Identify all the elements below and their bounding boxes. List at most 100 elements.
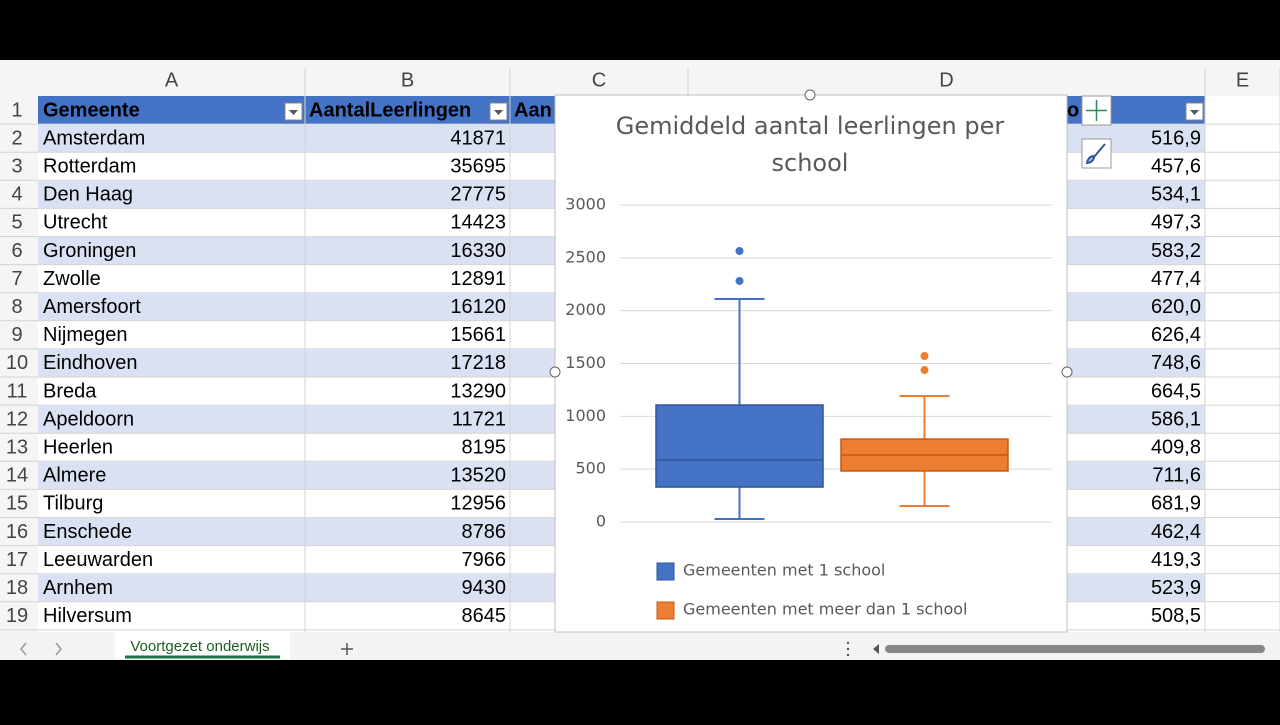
- row-number[interactable]: 7: [11, 268, 22, 290]
- cell-number[interactable]: 14423: [450, 212, 506, 234]
- filter-arrow: [494, 110, 503, 115]
- cell-text[interactable]: Arnhem: [43, 577, 113, 599]
- cell-text[interactable]: Hilversum: [43, 605, 132, 627]
- column-header[interactable]: C: [592, 69, 606, 91]
- row-number[interactable]: 3: [11, 155, 22, 177]
- cell-number[interactable]: 9430: [462, 577, 507, 599]
- column-header[interactable]: B: [401, 69, 414, 91]
- hscroll-thumb[interactable]: [885, 645, 1265, 653]
- cell-number[interactable]: 13520: [450, 465, 506, 487]
- cell-text[interactable]: Heerlen: [43, 436, 113, 458]
- cell-text[interactable]: Rotterdam: [43, 155, 136, 177]
- cell-number[interactable]: 11721: [452, 408, 506, 430]
- cell-number[interactable]: 534,1: [1151, 184, 1201, 206]
- row-number[interactable]: 9: [11, 324, 22, 346]
- cell-text[interactable]: Nijmegen: [43, 324, 127, 346]
- cell-number[interactable]: 17218: [450, 352, 506, 374]
- resize-handle[interactable]: [804, 89, 816, 101]
- resize-handle[interactable]: [1061, 366, 1073, 378]
- cell-number[interactable]: 620,0: [1151, 296, 1201, 318]
- cell-text[interactable]: Breda: [43, 380, 97, 402]
- cell-text[interactable]: Utrecht: [43, 212, 108, 234]
- cell-number[interactable]: 35695: [450, 155, 506, 177]
- cell-number[interactable]: 711,6: [1152, 465, 1201, 487]
- cell-number[interactable]: 12891: [450, 268, 506, 290]
- legend-label: Gemeenten met 1 school: [683, 561, 885, 580]
- cell-number[interactable]: 13290: [450, 380, 506, 402]
- cell-text[interactable]: Amersfoort: [43, 296, 141, 318]
- cell-text[interactable]: Eindhoven: [43, 352, 138, 374]
- column-header[interactable]: D: [939, 69, 953, 91]
- cell-number[interactable]: 8645: [462, 605, 507, 627]
- scroll-left[interactable]: [20, 642, 27, 656]
- cell-text[interactable]: Amsterdam: [43, 127, 145, 149]
- add-sheet[interactable]: [341, 643, 353, 655]
- cell-number[interactable]: 477,4: [1151, 268, 1201, 290]
- cell-number[interactable]: 664,5: [1151, 380, 1201, 402]
- cell-number[interactable]: 462,4: [1151, 521, 1201, 543]
- row-number[interactable]: 13: [6, 436, 28, 458]
- column-header[interactable]: A: [165, 69, 179, 91]
- row-number[interactable]: 14: [6, 465, 28, 487]
- cell-text[interactable]: Tilburg: [43, 493, 103, 515]
- sheet-tab[interactable]: [115, 632, 290, 659]
- cell-number[interactable]: 681,9: [1151, 493, 1201, 515]
- cell-number[interactable]: 586,1: [1151, 408, 1201, 430]
- table-header[interactable]: Gemeente: [43, 99, 140, 121]
- cell-number[interactable]: 15661: [450, 324, 506, 346]
- cell-number[interactable]: 523,9: [1151, 577, 1201, 599]
- row-number[interactable]: 4: [11, 184, 22, 206]
- table-header[interactable]: o: [1067, 99, 1079, 121]
- sheet-tab-label[interactable]: Voortgezet onderwijs: [130, 638, 269, 655]
- cell-text[interactable]: Enschede: [43, 521, 132, 543]
- row-number[interactable]: 2: [11, 127, 22, 149]
- row-number[interactable]: 12: [6, 408, 28, 430]
- cell-text[interactable]: Leeuwarden: [43, 549, 153, 571]
- cell-number[interactable]: 8786: [462, 521, 507, 543]
- y-tick-label: 0: [596, 512, 606, 531]
- filter-arrow: [1190, 110, 1199, 115]
- cell-number[interactable]: 41871: [450, 127, 506, 149]
- row-number[interactable]: 18: [6, 577, 28, 599]
- cell-number[interactable]: 12956: [450, 493, 506, 515]
- row-number[interactable]: 6: [11, 240, 22, 262]
- cell-number[interactable]: 8195: [462, 436, 507, 458]
- table-header[interactable]: AantalLeerlingen: [309, 99, 471, 121]
- cell-text[interactable]: Den Haag: [43, 184, 133, 206]
- column-header[interactable]: E: [1236, 69, 1249, 91]
- cell-number[interactable]: 16330: [450, 240, 506, 262]
- cell-number[interactable]: 516,9: [1151, 127, 1201, 149]
- y-tick-label: 1500: [565, 353, 606, 372]
- hscroll-arrow[interactable]: [873, 644, 879, 654]
- cell-number[interactable]: 409,8: [1151, 436, 1201, 458]
- row-number[interactable]: 10: [6, 352, 28, 374]
- cell-number[interactable]: 626,4: [1151, 324, 1201, 346]
- brush-icon: [1085, 143, 1106, 165]
- row-number[interactable]: 17: [6, 549, 28, 571]
- row-number[interactable]: 15: [6, 493, 28, 515]
- scroll-right[interactable]: [55, 642, 62, 656]
- row-number[interactable]: 11: [7, 380, 28, 402]
- cell-number[interactable]: 748,6: [1151, 352, 1201, 374]
- cell-text[interactable]: Apeldoorn: [43, 408, 134, 430]
- cell-text[interactable]: Groningen: [43, 240, 136, 262]
- row-number[interactable]: 1: [11, 99, 22, 121]
- cell-number[interactable]: 7966: [462, 549, 507, 571]
- row-number[interactable]: 16: [6, 521, 28, 543]
- cell-number[interactable]: 497,3: [1151, 212, 1201, 234]
- row-number[interactable]: 8: [11, 296, 22, 318]
- row-number[interactable]: 5: [11, 212, 22, 234]
- row-number[interactable]: 19: [6, 605, 28, 627]
- resize-handle[interactable]: [549, 366, 561, 378]
- cell-number[interactable]: 457,6: [1151, 155, 1201, 177]
- cell-number[interactable]: 27775: [450, 184, 506, 206]
- y-tick-label: 500: [575, 459, 606, 478]
- cell-text[interactable]: Almere: [43, 465, 106, 487]
- cell-number[interactable]: 583,2: [1151, 240, 1201, 262]
- cell-number[interactable]: 419,3: [1151, 549, 1201, 571]
- table-header[interactable]: Aan: [514, 99, 552, 121]
- cell-number[interactable]: 16120: [450, 296, 506, 318]
- cell-number[interactable]: 508,5: [1151, 605, 1201, 627]
- cell-text[interactable]: Zwolle: [43, 268, 101, 290]
